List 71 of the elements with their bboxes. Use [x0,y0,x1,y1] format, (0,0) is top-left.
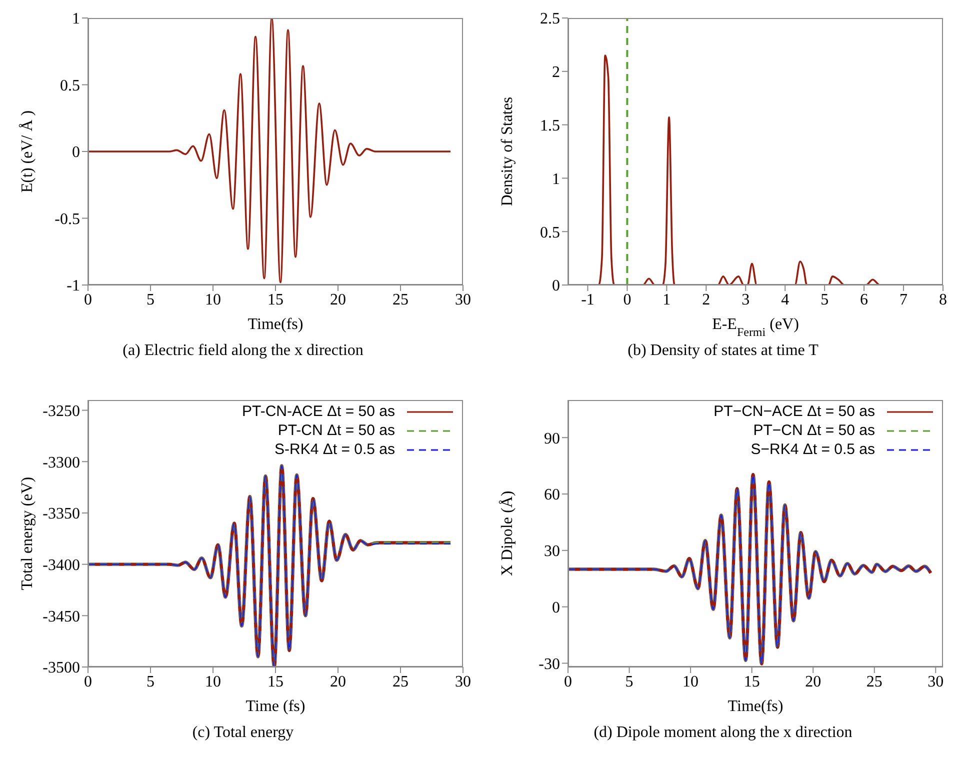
x-tick-label: 8 [939,291,947,308]
x-tick-label: 1 [662,291,671,308]
y-tick-label: 1 [552,170,560,188]
x-tick-label: 25 [392,673,408,690]
x-tick-label: 5 [146,291,154,308]
x-axis-title: Time(fs) [728,698,784,715]
y-tick-label: 0.5 [540,224,560,242]
x-tick-label: 3 [742,291,750,308]
x-axis-title: Time (fs) [246,698,306,715]
x-tick-label: 25 [866,673,882,690]
x-tick-label: 30 [455,673,471,690]
x-tick-label: 0 [84,291,92,308]
y-tick-label: 0 [72,144,80,162]
x-axis-title: E-E$_{Fermi}$ (eV) [712,316,799,339]
legend-label: PT-CN-ACE Δt = 50 as [242,403,395,420]
x-tick-label: 7 [900,291,908,308]
text: (b) Density of states at time T [626,342,820,360]
x-tick-label: 0 [623,291,632,308]
x-tick-label: 20 [805,673,822,690]
y-tick-label: 90 [544,430,560,448]
x-tick-label: 10 [205,291,221,308]
y-tick-label: 2.5 [540,10,560,28]
x-tick-label: 6 [860,291,868,308]
y-tick-label: 2 [552,64,560,82]
y-axis-title: E(t) (eV/ Å ) [18,110,36,193]
x-tick-label: 15 [744,673,760,690]
x-tick-label: -1 [581,291,594,308]
x-tick-label: 20 [330,291,346,308]
y-tick-label: -3300 [42,454,80,472]
y-tick-label: -1 [66,278,80,295]
x-tick-label: 20 [330,673,346,690]
x-tick-label: 15 [268,291,284,308]
y-tick-label: 0 [552,278,560,295]
y-axis-title: Total energy (eV) [19,476,36,590]
text: (d) Dipole moment along the x direction [592,724,854,742]
y-tick-label: -3500 [42,660,80,677]
x-tick-label: 5 [625,673,634,690]
legend-label: PT−CN Δt = 50 as [753,422,875,439]
x-axis-title: Time(fs) [248,316,304,333]
y-tick-label: -3450 [42,608,80,626]
x-tick-label: 0 [84,673,92,690]
y-tick-label: -3350 [42,506,80,523]
x-tick-label: 0 [564,673,572,690]
y-tick-label: 60 [544,486,560,504]
x-tick-label: 4 [781,291,790,308]
x-tick-label: 30 [455,291,471,308]
y-tick-label: 1 [72,10,80,28]
x-tick-label: 15 [268,673,284,690]
y-tick-label: 30 [544,543,560,560]
y-tick-label: -3250 [42,402,80,420]
x-tick-label: 10 [682,673,699,690]
text: (c) Total energy [191,724,295,742]
legend-label: S-RK4 Δt = 0.5 as [274,441,395,458]
text: (a) Electric field along the x direction [122,342,364,360]
y-tick-label: 0 [552,600,560,617]
y-tick-label: 0.5 [60,77,80,94]
y-tick-label: -3400 [42,556,80,574]
x-tick-label: 5 [820,291,829,308]
y-tick-label: -30 [538,656,560,673]
y-tick-label: -0.5 [54,210,80,228]
legend-label: PT−CN−ACE Δt = 50 as [714,403,875,420]
y-axis-title: Density of States [499,96,516,206]
y-tick-label: 1.5 [540,117,560,134]
legend-label: S−RK4 Δt = 0.5 as [750,441,875,458]
legend-label: PT-CN Δt = 50 as [278,422,395,439]
x-tick-label: 25 [392,291,408,308]
x-tick-label: 2 [702,291,710,308]
x-tick-label: 30 [928,673,944,690]
x-tick-label: 10 [205,673,221,690]
y-axis-title: X Dipole (Å) [498,490,516,576]
x-tick-label: 5 [146,673,154,690]
